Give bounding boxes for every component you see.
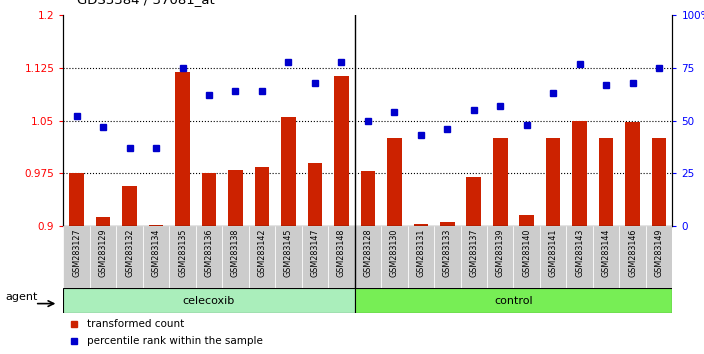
- Bar: [520, 215, 534, 226]
- Bar: [572, 120, 587, 226]
- Text: GSM283134: GSM283134: [151, 228, 161, 277]
- Bar: [122, 186, 137, 226]
- Bar: [275, 226, 301, 288]
- Text: GSM283138: GSM283138: [231, 228, 240, 277]
- Bar: [355, 288, 672, 313]
- Text: GSM283132: GSM283132: [125, 228, 134, 277]
- Bar: [408, 226, 434, 288]
- Bar: [196, 226, 222, 288]
- Text: GSM283147: GSM283147: [310, 228, 320, 277]
- Text: GSM283146: GSM283146: [628, 228, 637, 277]
- Bar: [387, 138, 401, 226]
- Text: GSM283143: GSM283143: [575, 228, 584, 277]
- Bar: [460, 226, 487, 288]
- Text: GSM283140: GSM283140: [522, 228, 532, 277]
- Bar: [467, 177, 481, 226]
- Bar: [620, 226, 646, 288]
- Bar: [63, 288, 355, 313]
- Bar: [540, 226, 567, 288]
- Text: transformed count: transformed count: [87, 319, 184, 329]
- Bar: [646, 226, 672, 288]
- Text: GSM283127: GSM283127: [72, 228, 81, 277]
- Text: GSM283144: GSM283144: [602, 228, 610, 277]
- Bar: [413, 224, 428, 226]
- Text: GSM283142: GSM283142: [258, 228, 266, 277]
- Bar: [652, 138, 667, 226]
- Bar: [493, 138, 508, 226]
- Bar: [90, 226, 116, 288]
- Bar: [334, 76, 348, 226]
- Bar: [546, 138, 560, 226]
- Bar: [255, 167, 269, 226]
- Text: GSM283139: GSM283139: [496, 228, 505, 277]
- Text: GSM283135: GSM283135: [178, 228, 187, 277]
- Bar: [143, 226, 169, 288]
- Bar: [599, 138, 613, 226]
- Bar: [202, 173, 216, 226]
- Text: GSM283130: GSM283130: [390, 228, 399, 277]
- Bar: [355, 226, 381, 288]
- Text: GSM283148: GSM283148: [337, 228, 346, 277]
- Bar: [593, 226, 620, 288]
- Bar: [228, 170, 243, 226]
- Text: celecoxib: celecoxib: [183, 296, 235, 306]
- Bar: [487, 226, 513, 288]
- Bar: [360, 171, 375, 226]
- Text: GSM283149: GSM283149: [655, 228, 664, 277]
- Bar: [301, 226, 328, 288]
- Text: GSM283133: GSM283133: [443, 228, 452, 277]
- Bar: [69, 173, 84, 226]
- Bar: [434, 226, 460, 288]
- Bar: [249, 226, 275, 288]
- Bar: [513, 226, 540, 288]
- Text: GSM283145: GSM283145: [284, 228, 293, 277]
- Bar: [308, 163, 322, 226]
- Bar: [149, 225, 163, 226]
- Bar: [222, 226, 249, 288]
- Bar: [175, 72, 190, 226]
- Text: GSM283128: GSM283128: [363, 228, 372, 277]
- Text: GSM283141: GSM283141: [548, 228, 558, 277]
- Text: GSM283129: GSM283129: [99, 228, 108, 277]
- Text: control: control: [494, 296, 533, 306]
- Bar: [63, 226, 90, 288]
- Bar: [567, 226, 593, 288]
- Text: GSM283131: GSM283131: [416, 228, 425, 277]
- Text: GSM283136: GSM283136: [204, 228, 213, 277]
- Bar: [328, 226, 355, 288]
- Bar: [96, 217, 111, 226]
- Bar: [169, 226, 196, 288]
- Bar: [381, 226, 408, 288]
- Bar: [281, 117, 296, 226]
- Bar: [440, 222, 455, 226]
- Bar: [625, 122, 640, 226]
- Text: GSM283137: GSM283137: [470, 228, 478, 277]
- Text: agent: agent: [5, 292, 37, 302]
- Text: percentile rank within the sample: percentile rank within the sample: [87, 336, 263, 346]
- Text: GDS3384 / 37081_at: GDS3384 / 37081_at: [77, 0, 215, 6]
- Bar: [116, 226, 143, 288]
